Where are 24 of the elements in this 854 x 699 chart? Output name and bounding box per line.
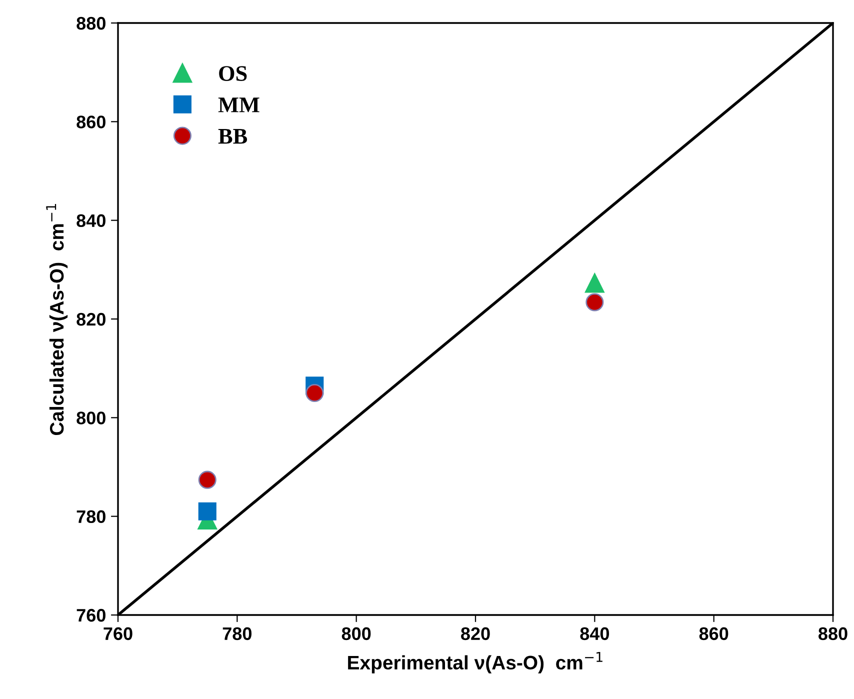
x-axis-title: Experimental ν(As-O) cm$^{−1}$ — [348, 652, 602, 674]
y-tick-label: 800 — [76, 412, 106, 424]
legend-label: OS — [219, 66, 247, 81]
x-tick-label: 820 — [461, 627, 490, 640]
y-tick-label: 880 — [76, 16, 106, 30]
y-tick-label: 860 — [76, 116, 106, 128]
y-axis-title: Calculated ν(As-O) cm$^{−1}$ — [46, 204, 68, 436]
point — [198, 502, 216, 520]
point — [586, 293, 604, 312]
x-tick-label: 860 — [699, 627, 728, 640]
x-tick-label: 800 — [342, 627, 371, 640]
legend-label: BB — [218, 129, 248, 144]
x-tick-label: 780 — [222, 627, 252, 640]
point — [306, 384, 324, 402]
y-tick-label: 820 — [76, 312, 106, 326]
y-tick-label: 840 — [76, 214, 106, 228]
x-tick-label: 840 — [580, 627, 609, 640]
x-tick-label: 760 — [104, 627, 132, 640]
legend-label: MM — [218, 98, 260, 112]
y-tick-label: 760 — [76, 608, 106, 622]
y-tick-label: 780 — [76, 510, 106, 524]
point — [584, 273, 604, 293]
x-tick-label: 880 — [818, 627, 848, 640]
point — [198, 470, 216, 489]
